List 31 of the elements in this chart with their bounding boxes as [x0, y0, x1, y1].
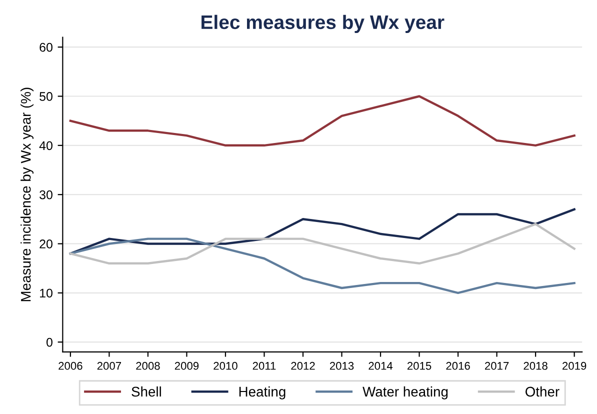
- chart-title: Elec measures by Wx year: [202, 14, 444, 33]
- legend-label: Shell: [132, 386, 161, 397]
- x-tick-label: 2009: [174, 362, 199, 370]
- y-tick-label: 0: [46, 338, 52, 347]
- x-tick-label: 2019: [562, 362, 586, 370]
- x-tick-label: 2007: [97, 362, 121, 370]
- line-series: [69, 95, 576, 147]
- x-tick-label: 2017: [485, 362, 509, 370]
- x-tick-label: 2008: [136, 362, 160, 370]
- y-axis-title: Measure incidence by Wx year (%): [20, 88, 34, 302]
- x-tick-label: 2018: [524, 362, 548, 370]
- x-tick-label: 2010: [214, 362, 238, 370]
- x-tick-label: 2013: [330, 362, 354, 370]
- y-tick-label: 10: [40, 288, 52, 298]
- y-tick-label: 40: [39, 141, 52, 150]
- y-tick-label: 60: [40, 42, 52, 52]
- x-tick-label: 2015: [407, 362, 432, 370]
- x-tick-label: 2006: [58, 362, 82, 370]
- legend-label: Other: [526, 386, 560, 397]
- x-tick-label: 2014: [368, 362, 393, 370]
- x-tick-label: 2016: [446, 362, 470, 370]
- line-series: [69, 222, 576, 265]
- legend-label: Heating: [239, 386, 286, 400]
- y-tick-label: 30: [40, 190, 52, 200]
- line-series: [69, 238, 576, 294]
- x-tick-label: 2011: [252, 362, 276, 370]
- y-tick-label: 20: [40, 240, 52, 248]
- legend-label: Water heating: [362, 386, 448, 400]
- line-series: [69, 208, 576, 255]
- y-tick-label: 50: [40, 92, 52, 101]
- x-tick-label: 2012: [291, 362, 315, 370]
